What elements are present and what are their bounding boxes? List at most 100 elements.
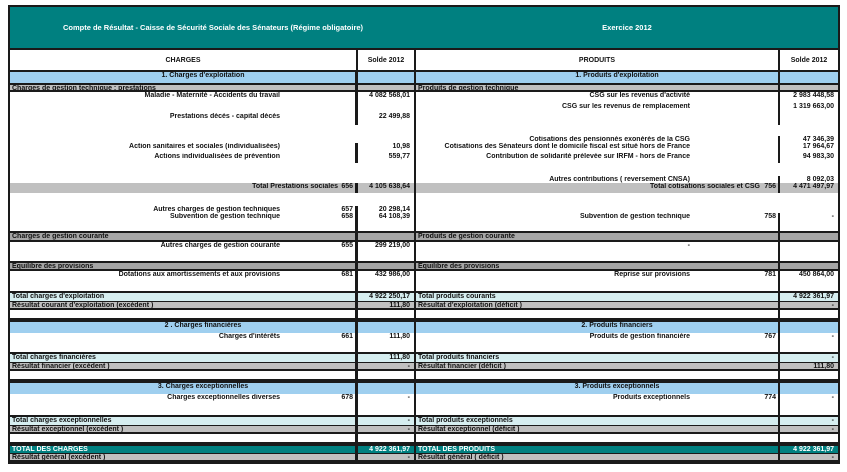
row-label: CSG sur les revenus de remplacement [562, 103, 690, 110]
row-value: 4 922 361,97 [356, 446, 414, 453]
table-row-ctotal: Total charges exceptionnelles - Total prod… [10, 415, 838, 425]
row-code [760, 85, 778, 90]
row-value: 4 922 250,17 [356, 293, 414, 301]
row-label: Prestations décès - capital décès [169, 113, 280, 120]
produits-cell: CSG sur les revenus d'activité 2 983 448,… [416, 92, 838, 103]
row-label: Charges de gestion technique : prestatio… [12, 85, 156, 90]
row-code [760, 322, 778, 333]
row-label: 2. Produits financiers [581, 322, 653, 329]
produits-cell [416, 434, 838, 442]
row-label: Maladie - Maternité - Accidents du trava… [144, 92, 281, 99]
row-code: 657 [338, 206, 356, 213]
row-code [760, 454, 778, 460]
row-label: TOTAL DES CHARGES [12, 446, 88, 453]
row-label: Total charges financières [12, 354, 96, 361]
row-code [338, 434, 356, 442]
table-row-result: Résultat financier (excédent ) - Résultat … [10, 362, 838, 371]
charges-cell: Total charges d'exploitation 4 922 250,17 [10, 293, 416, 301]
row-code [760, 371, 778, 379]
row-label: Actions individualisées de prévention [154, 153, 280, 160]
row-code [760, 302, 778, 308]
row-value: 20 298,14 [356, 206, 414, 213]
row-value: 111,80 [356, 302, 414, 309]
row-label: Total Prestations sociales [252, 183, 338, 190]
row-label [10, 310, 338, 318]
produits-cell: 1. Produits d'exploitation [416, 72, 838, 83]
row-code [760, 417, 778, 425]
row-label: Charges de gestion courante [12, 233, 109, 240]
charges-cell [10, 125, 416, 143]
produits-cell: 2. Produits financiers [416, 322, 838, 333]
row-value: - [356, 454, 414, 461]
produits-cell [416, 310, 838, 318]
table-row-item: Autres contributions ( reversement CNSA)… [10, 163, 838, 183]
row-label [416, 434, 760, 442]
row-code [760, 426, 778, 432]
column-headers: CHARGES Solde 2012 PRODUITS Solde 2012 [10, 50, 838, 70]
row-value: 4 922 361,97 [778, 293, 838, 301]
row-value [356, 85, 414, 90]
row-label: Charges d'intérêts [218, 333, 280, 340]
row-code [338, 417, 356, 425]
row-code [760, 293, 778, 301]
row-label: Cotisations des pensionnés exonérés de l… [529, 136, 690, 143]
row-value: - [778, 333, 838, 352]
row-label: Total produits courants [418, 293, 496, 300]
produits-cell: Produits de gestion financière 767- [416, 333, 838, 352]
row-code [760, 446, 778, 453]
table-row-section: 1. Charges d'exploitation 1. Produits d'e… [10, 70, 838, 83]
charges-cell: 1. Charges d'exploitation [10, 72, 416, 83]
charges-cell: 3. Charges exceptionnelles [10, 383, 416, 394]
charges-cell: Charges exceptionnelles diverses 678- [10, 394, 416, 415]
charges-cell [10, 103, 416, 113]
row-label: Résultat exceptionnel (déficit ) [418, 426, 520, 432]
row-label: 1. Charges d'exploitation [161, 72, 245, 79]
row-value [778, 85, 838, 90]
row-value [356, 434, 414, 442]
table-row-ctotal: Total charges d'exploitation 4 922 250,17… [10, 291, 838, 301]
produits-cell: Résultat financier (déficit ) 111,80 [416, 363, 838, 370]
table-row-section: 2 . Charges financières 2. Produits finan… [10, 320, 838, 333]
row-code [338, 371, 356, 379]
row-code [338, 72, 356, 83]
row-value: 8 092,03 [778, 176, 838, 183]
row-value: - [778, 394, 838, 415]
row-label: Contribution de solidarité prélevée sur … [486, 153, 690, 160]
row-label: Résultat financier (excédent ) [12, 363, 110, 369]
row-value: 4 105 638,64 [356, 183, 414, 193]
produits-cell [416, 193, 838, 213]
row-label: Subvention de gestion technique [579, 213, 690, 220]
row-label [10, 103, 338, 113]
charges-cell: Total Prestations sociales 656 4 105 638,6… [10, 183, 416, 193]
table-row-result: Résultat courant d'exploitation (excéden… [10, 301, 838, 310]
row-code: 781 [764, 271, 776, 278]
charges-cell: Résultat exceptionnel (excédent ) - [10, 426, 416, 433]
produits-cell: Autres contributions ( reversement CNSA)… [416, 163, 838, 183]
table-title-bar: Compte de Résultat - Caisse de Sécurité … [10, 7, 838, 50]
table-row-item: Prestations décès - capital décès 22 499,… [10, 113, 838, 125]
charges-cell: Charges de gestion technique : prestatio… [10, 85, 416, 90]
row-code [760, 263, 778, 269]
row-value: 111,80 [778, 363, 838, 370]
row-value: 10,98 [356, 143, 414, 153]
produits-cell: TOTAL DES PRODUITS 4 922 361,97 [416, 446, 838, 453]
row-code: 758 [764, 213, 776, 220]
row-code [338, 263, 356, 269]
row-code [760, 310, 778, 318]
table-row-item: Autres charges de gestion techniques 657 2… [10, 193, 838, 213]
row-value [356, 72, 414, 83]
table-row-gtotal: Total Prestations sociales 656 4 105 638,6… [10, 183, 838, 193]
row-code: 681 [338, 271, 356, 291]
produits-cell: CSG sur les revenus de remplacement 1 319… [416, 103, 838, 113]
charges-cell [10, 371, 416, 379]
produits-cell: Total produits exceptionnels - [416, 417, 838, 425]
table-row-ctotal: Total charges financières 111,80 Total pro… [10, 352, 838, 362]
row-value: 432 986,00 [356, 271, 414, 291]
row-label: 3. Produits exceptionnels [574, 383, 660, 390]
row-value: - [778, 417, 838, 425]
row-code [338, 310, 356, 318]
row-value [778, 72, 838, 83]
row-code [338, 233, 356, 240]
produits-cell [416, 371, 838, 379]
row-code [760, 103, 778, 113]
